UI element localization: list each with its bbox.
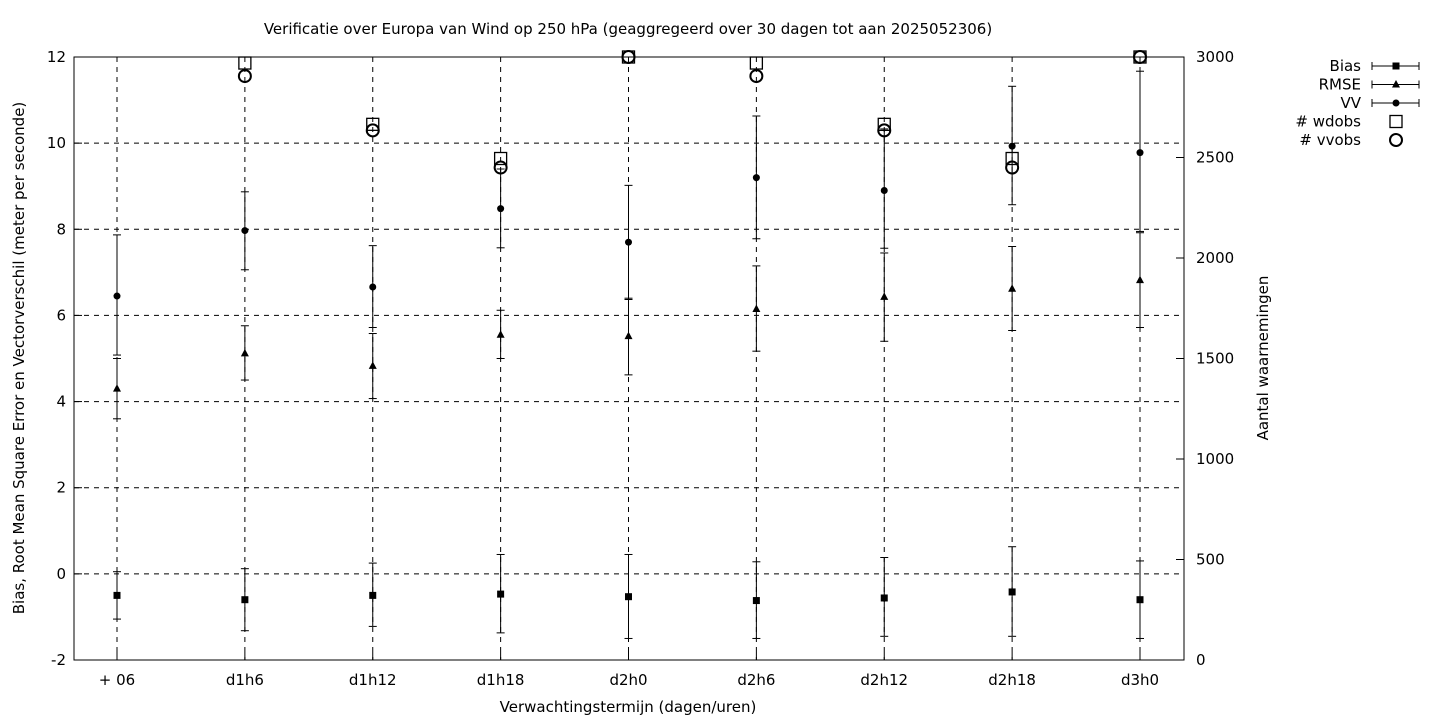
data-point bbox=[1136, 149, 1144, 157]
x-tick-label: + 06 bbox=[99, 671, 135, 689]
data-point bbox=[877, 123, 892, 138]
data-point bbox=[113, 384, 121, 392]
data-point bbox=[1008, 284, 1017, 292]
data-point bbox=[752, 304, 761, 312]
data-point bbox=[369, 283, 377, 291]
y-tick-label: 6 bbox=[56, 306, 66, 324]
y2-tick-label: 1500 bbox=[1196, 350, 1234, 368]
legend-marker bbox=[1389, 133, 1403, 147]
series-layer bbox=[113, 50, 1147, 639]
y-tick-label: 2 bbox=[56, 479, 66, 497]
plot-frame bbox=[73, 56, 1185, 661]
x-tick-label: d1h6 bbox=[226, 671, 264, 689]
x-tick-label: d2h12 bbox=[860, 671, 908, 689]
legend-label: VV bbox=[1340, 94, 1361, 112]
data-point bbox=[880, 187, 888, 195]
data-point bbox=[877, 117, 891, 131]
y2-tick-label: 0 bbox=[1196, 651, 1206, 669]
data-point bbox=[880, 292, 889, 300]
legend-marker bbox=[1389, 114, 1403, 129]
y2-axis-label: Aantal waarnemingen bbox=[1254, 276, 1272, 441]
y2-tick-label: 1000 bbox=[1196, 450, 1234, 468]
series-bias bbox=[113, 546, 1144, 639]
data-point bbox=[1136, 275, 1144, 284]
y-tick-labels: -2 0 2 4 6 8 10 12 bbox=[47, 48, 66, 669]
y2-tick-labels: 0 500 1000 1500 2000 2500 3000 bbox=[1196, 48, 1234, 669]
data-point bbox=[366, 117, 380, 131]
data-point bbox=[113, 292, 121, 300]
data-point bbox=[624, 331, 633, 340]
legend-marker bbox=[1392, 80, 1400, 88]
x-tick-label: d3h0 bbox=[1121, 671, 1159, 689]
data-point bbox=[1005, 160, 1020, 175]
data-point bbox=[237, 69, 252, 84]
data-point bbox=[496, 330, 505, 338]
y2-tick-label: 2500 bbox=[1196, 149, 1234, 167]
series-rmse bbox=[113, 232, 1144, 420]
data-point bbox=[752, 597, 760, 605]
data-point bbox=[113, 591, 121, 599]
legend-marker bbox=[1392, 62, 1400, 70]
data-point bbox=[497, 590, 505, 598]
x-tick-label: d2h6 bbox=[737, 671, 775, 689]
data-point bbox=[1136, 596, 1144, 604]
x-tick-labels: + 06 d1h6 d1h12 d1h18 d2h0 d2h6 d2h12 d2h18 d3h0 bbox=[99, 671, 1159, 689]
x-tick-label: d1h12 bbox=[349, 671, 397, 689]
data-point bbox=[749, 69, 764, 84]
data-point bbox=[493, 151, 508, 166]
y2-tick-label: 2000 bbox=[1196, 249, 1234, 267]
y-tick-label: 0 bbox=[56, 565, 66, 583]
data-point bbox=[1008, 142, 1016, 150]
legend-label: RMSE bbox=[1319, 76, 1361, 94]
y-tick-label: 10 bbox=[47, 134, 66, 152]
data-point bbox=[752, 174, 760, 182]
data-point bbox=[625, 238, 632, 246]
legend-label: # vvobs bbox=[1299, 131, 1361, 149]
data-point bbox=[493, 160, 508, 175]
series--vvobs bbox=[237, 50, 1147, 175]
y-tick-label: -2 bbox=[51, 651, 66, 669]
y2-tick-label: 500 bbox=[1196, 551, 1225, 569]
data-point bbox=[1005, 151, 1019, 166]
data-point bbox=[240, 348, 249, 357]
legend-label: # wdobs bbox=[1295, 113, 1361, 131]
x-tick-label: d2h18 bbox=[988, 671, 1036, 689]
grid-lines bbox=[74, 56, 1184, 661]
y-tick-label: 12 bbox=[47, 48, 66, 66]
data-point bbox=[241, 596, 249, 604]
y-axis-label: Bias, Root Mean Square Error en Vectorve… bbox=[10, 102, 28, 615]
data-point bbox=[241, 227, 249, 235]
legend-marker bbox=[1392, 99, 1400, 107]
data-point bbox=[497, 205, 505, 213]
data-point bbox=[1008, 588, 1016, 596]
x-tick-label: d1h18 bbox=[477, 671, 525, 689]
data-point bbox=[365, 123, 380, 138]
x-axis-label: Verwachtingstermijn (dagen/uren) bbox=[500, 698, 757, 716]
data-point bbox=[880, 594, 888, 602]
data-point bbox=[369, 591, 377, 599]
y-tick-label: 4 bbox=[56, 393, 66, 411]
series-vv bbox=[113, 70, 1144, 356]
chart-title: Verificatie over Europa van Wind op 250 … bbox=[264, 20, 992, 38]
y2-tick-label: 3000 bbox=[1196, 48, 1234, 66]
legend-label: Bias bbox=[1330, 57, 1362, 75]
data-point bbox=[625, 593, 632, 601]
y-tick-label: 8 bbox=[56, 220, 66, 238]
data-point bbox=[368, 361, 377, 369]
x-tick-label: d2h0 bbox=[609, 671, 647, 689]
